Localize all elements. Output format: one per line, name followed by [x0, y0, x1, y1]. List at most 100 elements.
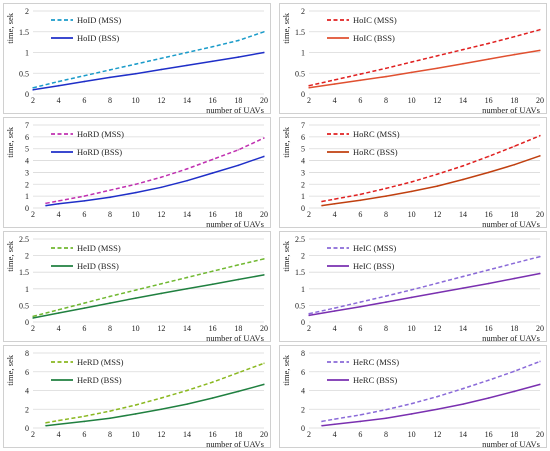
- data-point: [436, 408, 439, 411]
- data-point: [539, 383, 541, 386]
- data-point: [211, 381, 214, 383]
- data-point: [462, 275, 464, 278]
- data-point: [462, 403, 464, 405]
- data-point: [487, 397, 490, 399]
- data-point: [134, 63, 137, 66]
- series-line: [45, 383, 265, 427]
- legend-label: HoRC (BSS): [353, 147, 398, 157]
- series-line: [308, 49, 541, 89]
- data-point: [44, 204, 47, 207]
- legend-label: HoID (MSS): [77, 15, 121, 25]
- data-point: [436, 54, 439, 57]
- chart-panel: 0 2 4 6 8 2 4 6 8 10 12 14 16 18 20 number of UAVs time,…: [3, 345, 271, 449]
- data-point: [539, 28, 541, 31]
- y-tick-label: 5: [301, 145, 305, 154]
- data-point: [308, 312, 310, 315]
- data-point: [186, 287, 188, 290]
- x-axis-label: number of UAVs: [482, 105, 540, 115]
- x-tick-label: 12: [433, 324, 441, 333]
- data-point: [333, 83, 336, 85]
- data-point: [83, 199, 86, 202]
- x-tick-label: 14: [183, 96, 191, 105]
- x-tick-label: 16: [485, 430, 493, 439]
- x-tick-label: 16: [485, 324, 493, 333]
- y-tick-label: 0: [301, 204, 305, 213]
- x-tick-label: 2: [31, 210, 35, 219]
- x-axis-label: number of UAVs: [482, 333, 540, 343]
- chart-panel: 0 0.5 1 1.5 2 2.5 2 4 6 8 10 12 14 16 18 20 number of UA…: [3, 231, 271, 343]
- x-tick-label: 12: [157, 430, 165, 439]
- x-tick-label: 2: [307, 430, 311, 439]
- data-point: [186, 276, 188, 279]
- y-tick-label: 0: [301, 318, 305, 327]
- x-tick-label: 4: [333, 324, 337, 333]
- data-point: [263, 362, 265, 365]
- y-axis-label: time, sek: [5, 354, 15, 385]
- y-tick-label: 1: [301, 192, 305, 201]
- data-point: [410, 71, 413, 74]
- data-point: [186, 179, 188, 182]
- legend-label: HeRC (MSS): [353, 357, 399, 367]
- series-line: [45, 137, 265, 205]
- y-tick-label: 8: [301, 349, 305, 358]
- chart-panel: 0 0.5 1 1.5 2 2 4 6 8 10 12 14 16 18 20 number of UAVs t…: [3, 3, 271, 115]
- x-tick-label: 8: [384, 96, 388, 105]
- data-point: [263, 258, 265, 260]
- data-point: [186, 403, 188, 405]
- data-point: [211, 158, 214, 161]
- data-point: [513, 145, 516, 148]
- x-tick-label: 6: [358, 324, 362, 333]
- data-point: [359, 193, 362, 196]
- x-tick-label: 16: [209, 324, 217, 333]
- data-point: [160, 186, 163, 189]
- y-tick-label: 1: [25, 192, 29, 201]
- y-tick-label: 2: [25, 405, 29, 414]
- x-tick-label: 20: [536, 210, 544, 219]
- data-point: [109, 189, 111, 192]
- data-point: [134, 72, 137, 75]
- data-point: [539, 360, 541, 363]
- data-point: [44, 424, 47, 427]
- y-tick-label: 2: [25, 7, 29, 16]
- data-point: [237, 390, 240, 393]
- x-tick-label: 14: [459, 324, 467, 333]
- x-tick-label: 6: [82, 324, 86, 333]
- x-axis-label: number of UAVs: [206, 333, 264, 343]
- data-point: [237, 39, 240, 42]
- x-tick-label: 18: [234, 430, 242, 439]
- x-tick-label: 14: [183, 324, 191, 333]
- y-axis-label: time, sek: [281, 126, 291, 157]
- x-tick-label: 18: [510, 430, 518, 439]
- data-point: [263, 155, 265, 158]
- y-tick-label: 6: [301, 368, 305, 377]
- y-tick-label: 0: [25, 204, 29, 213]
- y-tick-label: 1: [25, 285, 29, 294]
- data-point: [487, 282, 490, 285]
- x-tick-label: 16: [485, 210, 493, 219]
- x-tick-label: 4: [333, 430, 337, 439]
- data-point: [109, 69, 111, 71]
- data-point: [237, 263, 240, 266]
- x-tick-label: 4: [57, 430, 61, 439]
- y-tick-label: 7: [25, 121, 29, 130]
- data-point: [385, 408, 387, 411]
- data-point: [333, 310, 336, 312]
- data-point: [410, 181, 413, 183]
- data-point: [308, 314, 310, 317]
- data-point: [436, 67, 439, 70]
- data-point: [237, 278, 240, 281]
- legend-label: HoRD (MSS): [77, 129, 124, 139]
- legend-label: HoRC (MSS): [353, 129, 400, 139]
- data-point: [134, 297, 137, 299]
- legend-label: HeIC (BSS): [353, 261, 394, 271]
- y-tick-label: 2: [301, 7, 305, 16]
- data-point: [410, 413, 413, 415]
- data-point: [160, 68, 163, 71]
- x-tick-label: 16: [209, 430, 217, 439]
- data-point: [487, 379, 490, 382]
- chart-panel: 0 1 2 3 4 5 6 7 2 4 6 8 10 12 14 16 18 20 number of UAVs ti…: [3, 117, 271, 229]
- data-point: [539, 272, 541, 275]
- legend-label: HoRD (BSS): [77, 147, 122, 157]
- y-tick-label: 4: [301, 157, 305, 166]
- data-point: [211, 270, 214, 273]
